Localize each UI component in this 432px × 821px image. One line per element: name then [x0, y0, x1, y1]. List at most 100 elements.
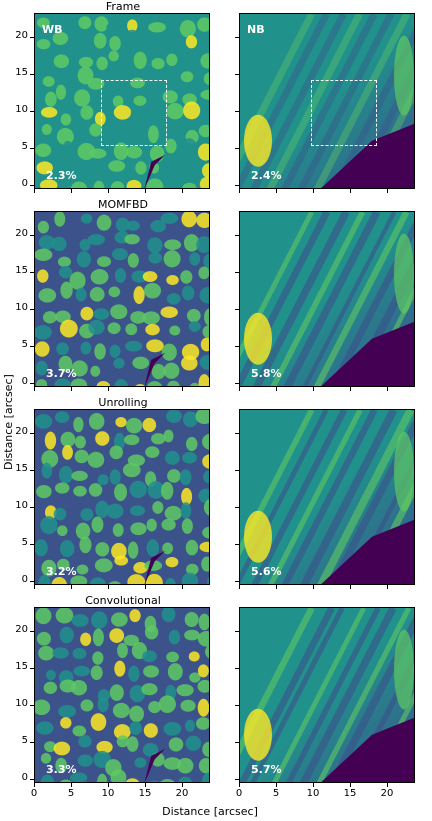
y-tick-label: 0 [21, 574, 28, 585]
x-tick-mark [239, 585, 240, 589]
y-tick-label: 5 [21, 339, 28, 350]
y-tick-mark [30, 581, 34, 582]
x-tick-mark [350, 783, 351, 787]
x-tick-mark [71, 387, 72, 391]
x-tick-mark [108, 189, 109, 193]
nb-contrast-label: 5.7% [251, 763, 282, 776]
y-tick-mark [235, 507, 239, 508]
y-tick-mark [235, 74, 239, 75]
x-tick-mark [276, 783, 277, 787]
row-title-convolutional: Convolutional [85, 594, 161, 607]
y-tick-mark [235, 272, 239, 273]
region-of-interest-box [101, 80, 167, 146]
x-tick-mark [108, 387, 109, 391]
y-tick-mark [235, 742, 239, 743]
nb-panel-frame [239, 13, 415, 189]
x-tick-label: 10 [101, 788, 115, 799]
x-tick-mark [34, 585, 35, 589]
y-tick-mark [30, 705, 34, 706]
wb-panel-momfbd [34, 211, 210, 387]
x-tick-label: 0 [30, 788, 38, 799]
y-tick-mark [235, 111, 239, 112]
x-tick-mark [313, 189, 314, 193]
y-tick-label: 20 [15, 228, 28, 239]
y-tick-mark [30, 185, 34, 186]
row-title-unrolling: Unrolling [98, 396, 148, 409]
x-tick-mark [387, 783, 388, 787]
y-tick-mark [30, 346, 34, 347]
y-tick-label: 5 [21, 537, 28, 548]
solar-image [240, 410, 414, 584]
x-tick-mark [276, 585, 277, 589]
y-tick-mark [235, 235, 239, 236]
x-tick-mark [182, 585, 183, 589]
x-tick-label: 20 [175, 788, 189, 799]
row-title-momfbd: MOMFBD [98, 198, 148, 211]
y-tick-mark [30, 668, 34, 669]
solar-image [35, 14, 209, 188]
y-tick-mark [235, 544, 239, 545]
y-tick-mark [235, 185, 239, 186]
y-tick-mark [30, 111, 34, 112]
y-tick-label: 0 [21, 178, 28, 189]
y-tick-mark [235, 433, 239, 434]
x-tick-mark [313, 387, 314, 391]
y-tick-mark [235, 581, 239, 582]
y-tick-mark [30, 37, 34, 38]
nb-panel-momfbd [239, 211, 415, 387]
x-tick-mark [108, 783, 109, 787]
x-tick-mark [182, 387, 183, 391]
y-tick-mark [235, 37, 239, 38]
y-tick-label: 15 [15, 661, 28, 672]
x-tick-mark [34, 189, 35, 193]
wb-contrast-label: 2.3% [46, 169, 77, 182]
x-tick-mark [145, 189, 146, 193]
x-tick-label: 15 [343, 788, 357, 799]
x-tick-mark [34, 387, 35, 391]
x-tick-mark [350, 189, 351, 193]
y-tick-mark [235, 631, 239, 632]
solar-image [35, 410, 209, 584]
y-tick-label: 15 [15, 67, 28, 78]
x-tick-mark [350, 387, 351, 391]
y-tick-mark [30, 148, 34, 149]
x-tick-mark [145, 783, 146, 787]
x-tick-label: 10 [306, 788, 320, 799]
x-tick-mark [239, 387, 240, 391]
x-tick-mark [313, 783, 314, 787]
wb-contrast-label: 3.7% [46, 367, 77, 380]
solar-image [35, 212, 209, 386]
wb-channel-label: WB [42, 23, 63, 36]
y-tick-mark [235, 346, 239, 347]
x-tick-label: 15 [138, 788, 152, 799]
x-tick-mark [276, 189, 277, 193]
nb-panel-unrolling [239, 409, 415, 585]
y-tick-label: 0 [21, 376, 28, 387]
y-tick-mark [235, 779, 239, 780]
x-tick-mark [145, 585, 146, 589]
y-tick-mark [235, 668, 239, 669]
x-tick-mark [71, 189, 72, 193]
y-tick-label: 10 [15, 104, 28, 115]
y-tick-label: 15 [15, 463, 28, 474]
x-tick-label: 5 [272, 788, 280, 799]
solar-image [240, 608, 414, 782]
y-tick-mark [30, 235, 34, 236]
wb-panel-frame [34, 13, 210, 189]
x-tick-mark [276, 387, 277, 391]
y-tick-label: 0 [21, 772, 28, 783]
x-tick-mark [239, 783, 240, 787]
y-tick-mark [235, 383, 239, 384]
x-tick-mark [108, 585, 109, 589]
nb-contrast-label: 5.8% [251, 367, 282, 380]
solar-image [240, 14, 414, 188]
y-tick-label: 20 [15, 426, 28, 437]
wb-contrast-label: 3.2% [46, 565, 77, 578]
x-tick-label: 20 [380, 788, 394, 799]
y-tick-mark [30, 74, 34, 75]
nb-panel-convolutional [239, 607, 415, 783]
nb-contrast-label: 5.6% [251, 565, 282, 578]
y-axis-label: Distance [arcsec] [2, 374, 15, 470]
y-tick-mark [30, 383, 34, 384]
y-tick-mark [30, 544, 34, 545]
